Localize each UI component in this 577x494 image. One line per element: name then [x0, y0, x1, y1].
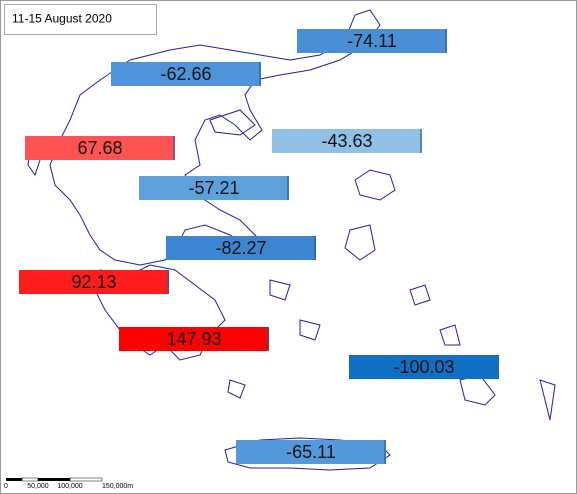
value-box — [297, 29, 447, 53]
value-label: -82.27 — [215, 238, 266, 258]
box-shadow — [287, 176, 289, 200]
value-label: 147.93 — [166, 329, 221, 349]
value-box — [272, 129, 422, 153]
box-shadow — [497, 355, 499, 379]
box-shadow — [259, 62, 261, 86]
value-label: 67.68 — [77, 138, 122, 158]
map-title: 11-15 August 2020 — [12, 12, 112, 26]
box-shadow — [167, 270, 169, 294]
value-label: -57.21 — [188, 178, 239, 198]
value-box — [236, 440, 386, 464]
scale-label: 0 — [4, 483, 8, 490]
value-label: 92.13 — [71, 272, 116, 292]
value-label: -74.11 — [347, 31, 397, 51]
title-box — [4, 4, 157, 35]
scale-segment — [21, 477, 39, 482]
scale-segment — [69, 477, 103, 482]
scale-label: 100,000 — [57, 483, 82, 490]
box-shadow — [314, 236, 316, 260]
coastline — [27, 9, 556, 471]
box-shadow — [420, 129, 422, 153]
value-box — [25, 136, 175, 160]
value-box — [119, 327, 269, 351]
value-box — [166, 236, 316, 260]
box-shadow — [445, 29, 447, 53]
scale-label: 150,000m — [102, 483, 133, 490]
value-box — [19, 270, 169, 294]
value-label: -65.11 — [286, 442, 336, 462]
value-box — [139, 176, 289, 200]
value-label: -62.66 — [160, 64, 211, 84]
box-shadow — [267, 327, 269, 351]
scale-segment — [38, 478, 70, 481]
value-label: -100.03 — [393, 357, 454, 377]
value-box — [111, 62, 261, 86]
value-label: -43.63 — [321, 131, 372, 151]
scale-label: 50,000 — [27, 483, 49, 490]
box-shadow — [384, 440, 386, 464]
value-box — [349, 355, 499, 379]
box-shadow — [173, 136, 175, 160]
scale-segment — [6, 478, 22, 481]
scale-bar — [6, 477, 103, 482]
